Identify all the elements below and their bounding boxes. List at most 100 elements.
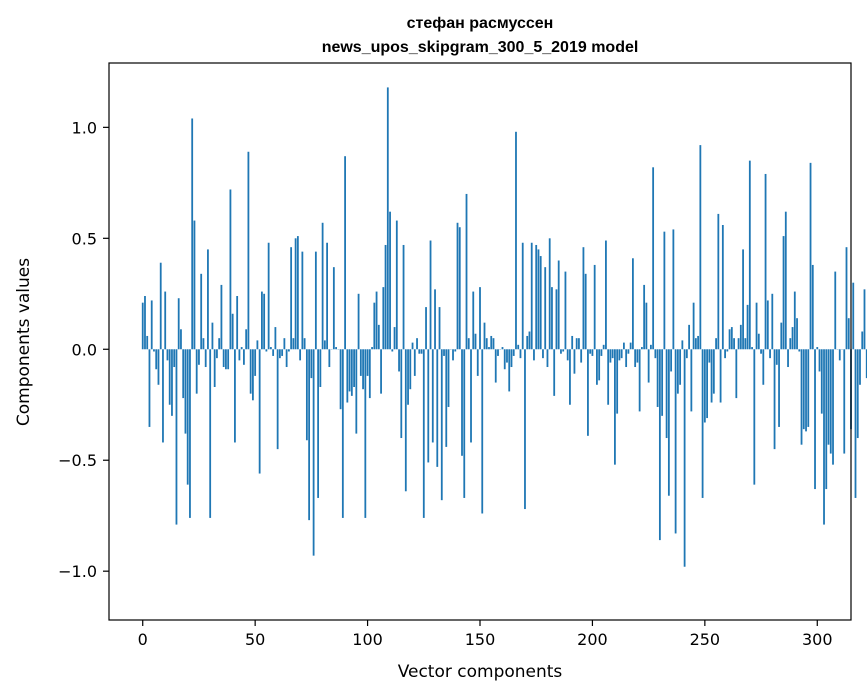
bar-103 [373, 302, 376, 350]
chart-subtitle: news_upos_skipgram_300_5_2019 model [322, 39, 639, 56]
bar-275 [760, 349, 762, 354]
bar-79 [319, 349, 322, 387]
bar-85 [332, 267, 335, 350]
bar-307 [832, 349, 834, 465]
bar-153 [485, 338, 488, 350]
bar-69 [296, 236, 299, 350]
bar-14 [173, 349, 176, 368]
bar-133 [440, 349, 443, 501]
bar-210 [614, 349, 616, 465]
bar-198 [587, 349, 589, 436]
bar-216 [627, 349, 630, 354]
bar-53 [261, 291, 263, 350]
bar-51 [256, 340, 259, 350]
bar-114 [398, 349, 400, 372]
bar-147 [472, 291, 475, 350]
bar-45 [243, 349, 245, 365]
bar-203 [598, 349, 601, 381]
bar-126 [425, 307, 427, 350]
bar-44 [240, 347, 243, 350]
bar-279 [769, 349, 771, 359]
bar-224 [645, 302, 648, 350]
bar-157 [494, 349, 497, 383]
bar-146 [470, 349, 472, 443]
bar-100 [366, 349, 369, 376]
bar-249 [701, 349, 704, 498]
bar-171 [526, 335, 529, 350]
bar-154 [488, 347, 490, 350]
bar-177 [539, 256, 542, 350]
bar-180 [546, 349, 549, 368]
bar-30 [209, 349, 212, 518]
bar-215 [625, 349, 628, 368]
bar-182 [551, 287, 553, 350]
bar-296 [807, 349, 810, 427]
bar-238 [676, 349, 679, 394]
bar-218 [632, 258, 634, 350]
bar-172 [528, 331, 531, 350]
bar-179 [544, 267, 547, 350]
bar-261 [728, 329, 731, 350]
bar-111 [391, 349, 394, 352]
bar-208 [609, 349, 612, 363]
bar-70 [299, 349, 302, 361]
bar-234 [667, 349, 670, 496]
bar-151 [481, 349, 484, 514]
bar-122 [416, 338, 418, 350]
bar-76 [312, 349, 315, 556]
bar-81 [323, 340, 326, 350]
bar-18 [182, 349, 185, 399]
bar-200 [591, 349, 594, 356]
bar-13 [171, 349, 173, 416]
bar-152 [483, 322, 486, 350]
y-tick-label: 0.0 [72, 340, 97, 359]
bar-108 [384, 244, 387, 350]
bar-300 [816, 347, 819, 350]
bar-266 [739, 324, 742, 350]
bar-68 [294, 238, 297, 350]
bar-316 [852, 282, 855, 350]
bar-150 [479, 287, 481, 350]
bar-134 [443, 349, 445, 356]
bar-83 [328, 349, 331, 368]
bar-221 [638, 349, 641, 412]
bar-237 [674, 349, 677, 534]
bar-304 [825, 349, 828, 490]
bar-165 [512, 349, 515, 356]
bar-158 [497, 349, 499, 356]
bar-104 [375, 291, 378, 350]
bar-73 [305, 349, 308, 441]
bar-271 [751, 347, 753, 350]
bar-252 [708, 349, 711, 363]
bar-29 [207, 249, 209, 350]
bar-57 [269, 347, 272, 350]
bar-25 [198, 349, 200, 365]
bar-129 [431, 349, 434, 443]
bar-294 [802, 349, 805, 430]
bar-269 [746, 304, 749, 350]
bar-236 [672, 229, 675, 350]
bar-290 [793, 291, 796, 350]
bar-91 [346, 349, 349, 403]
bar-90 [344, 156, 346, 350]
bar-5 [153, 349, 155, 352]
bar-254 [712, 349, 715, 394]
bar-213 [620, 349, 623, 359]
x-axis-label: Vector components [398, 662, 563, 682]
bar-10 [164, 291, 167, 350]
bar-161 [503, 349, 506, 370]
bar-225 [647, 349, 650, 383]
bar-264 [735, 349, 738, 399]
bar-197 [584, 273, 587, 350]
bar-60 [276, 349, 279, 450]
bar-239 [679, 349, 682, 385]
bar-80 [321, 222, 324, 350]
bar-124 [420, 349, 423, 354]
bar-37 [225, 349, 227, 370]
bar-298 [811, 264, 814, 350]
bar-283 [778, 349, 780, 427]
bar-233 [665, 349, 668, 439]
bar-280 [771, 293, 774, 350]
x-tick-label: 200 [577, 630, 608, 649]
